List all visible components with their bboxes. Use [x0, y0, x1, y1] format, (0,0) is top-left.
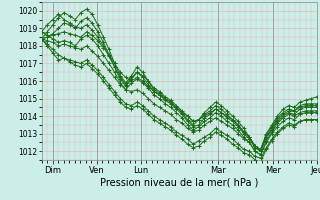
X-axis label: Pression niveau de la mer( hPa ): Pression niveau de la mer( hPa )	[100, 177, 258, 187]
